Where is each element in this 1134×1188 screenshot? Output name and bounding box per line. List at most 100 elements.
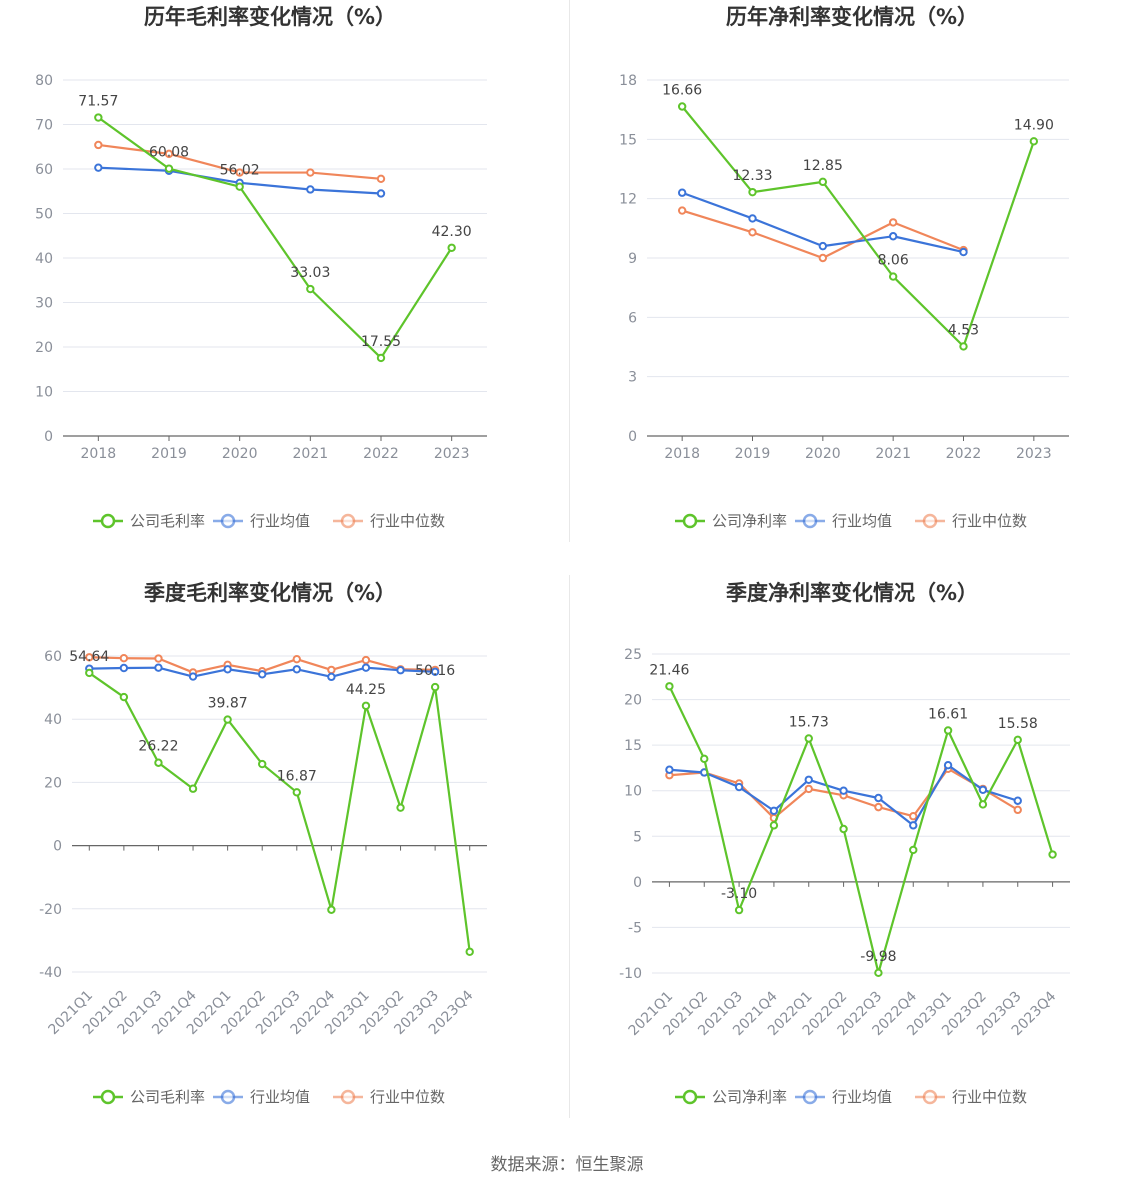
data-point-industry-median[interactable]	[748, 228, 757, 237]
data-point-company[interactable]	[164, 164, 174, 173]
data-point-industry-avg[interactable]	[376, 189, 386, 198]
data-point-industry-avg[interactable]	[396, 666, 405, 675]
data-point-industry-avg[interactable]	[119, 663, 129, 673]
data-point-company[interactable]	[943, 726, 953, 735]
data-point-industry-avg[interactable]	[888, 232, 898, 241]
data-point-company[interactable]	[154, 758, 163, 767]
data-point-company[interactable]	[818, 177, 828, 187]
data-point-industry-median[interactable]	[154, 654, 163, 663]
data-point-company[interactable]	[959, 342, 968, 351]
data-point-industry-median[interactable]	[874, 802, 883, 812]
data-point-industry-avg[interactable]	[327, 672, 336, 682]
data-point-industry-avg[interactable]	[306, 185, 315, 194]
data-point-company[interactable]	[1048, 850, 1057, 859]
data-point-industry-avg[interactable]	[804, 775, 813, 784]
data-point-company[interactable]	[258, 759, 267, 769]
data-point-industry-median[interactable]	[361, 655, 371, 665]
data-point-company[interactable]	[677, 102, 687, 111]
legend-item-industry-median[interactable]: 行业中位数	[333, 1088, 445, 1106]
data-point-company[interactable]	[361, 701, 371, 710]
data-point-company[interactable]	[376, 353, 386, 363]
data-point-company[interactable]	[306, 284, 315, 294]
data-point-company[interactable]	[327, 905, 336, 914]
data-point-industry-avg[interactable]	[361, 663, 371, 672]
legend-item-industry-avg[interactable]: 行业均值	[795, 1088, 892, 1106]
data-point-industry-median[interactable]	[677, 206, 687, 215]
x-tick-label: 2018	[81, 446, 117, 462]
data-point-industry-median[interactable]	[1013, 805, 1022, 815]
data-point-industry-avg[interactable]	[909, 821, 918, 830]
y-tick-label: -20	[39, 902, 62, 918]
data-point-company[interactable]	[396, 803, 405, 812]
data-point-company[interactable]	[235, 182, 244, 191]
data-point-industry-avg[interactable]	[959, 247, 968, 257]
data-point-company[interactable]	[734, 905, 744, 915]
data-point-company[interactable]	[223, 715, 232, 724]
data-point-industry-avg[interactable]	[818, 241, 828, 251]
data-point-industry-median[interactable]	[804, 784, 813, 794]
data-point-industry-avg[interactable]	[188, 672, 198, 681]
data-point-company[interactable]	[804, 734, 813, 743]
data-point-company[interactable]	[465, 947, 474, 956]
legend-label: 公司净利率	[712, 1088, 787, 1106]
data-point-industry-avg[interactable]	[94, 163, 103, 172]
legend-label: 公司毛利率	[130, 512, 205, 530]
data-point-company[interactable]	[700, 754, 709, 764]
data-point-company[interactable]	[1029, 137, 1039, 146]
data-point-industry-median[interactable]	[306, 168, 315, 177]
data-point-company[interactable]	[85, 668, 94, 678]
legend-item-industry-median[interactable]: 行业中位数	[915, 512, 1027, 530]
data-point-industry-median[interactable]	[119, 654, 129, 663]
data-point-company[interactable]	[769, 821, 779, 830]
data-point-company[interactable]	[292, 788, 301, 797]
data-point-company[interactable]	[874, 968, 883, 978]
legend-item-company[interactable]: 公司净利率	[675, 1088, 787, 1106]
data-label: 54.64	[69, 649, 109, 665]
data-point-industry-avg[interactable]	[943, 760, 953, 770]
legend-item-industry-median[interactable]: 行业中位数	[915, 1088, 1027, 1106]
data-point-company[interactable]	[888, 272, 898, 281]
data-point-company[interactable]	[1013, 735, 1022, 745]
legend-item-company[interactable]: 公司毛利率	[93, 512, 205, 530]
data-point-industry-avg[interactable]	[874, 793, 883, 803]
data-point-industry-avg[interactable]	[978, 785, 988, 795]
legend-item-industry-median[interactable]: 行业中位数	[333, 512, 445, 530]
data-point-company[interactable]	[188, 784, 198, 793]
data-point-industry-median[interactable]	[292, 654, 301, 664]
data-point-industry-median[interactable]	[235, 168, 244, 177]
data-point-company[interactable]	[748, 187, 757, 197]
data-point-industry-avg[interactable]	[677, 188, 687, 197]
data-point-industry-median[interactable]	[94, 140, 103, 150]
data-point-industry-median[interactable]	[888, 218, 898, 227]
data-point-industry-avg[interactable]	[258, 670, 267, 679]
data-point-industry-avg[interactable]	[665, 765, 674, 774]
data-point-industry-avg[interactable]	[1013, 796, 1022, 805]
data-point-industry-avg[interactable]	[839, 786, 848, 795]
data-point-industry-avg[interactable]	[734, 782, 744, 792]
data-point-industry-median[interactable]	[376, 174, 386, 183]
data-point-industry-avg[interactable]	[292, 665, 301, 674]
data-point-company[interactable]	[909, 845, 918, 855]
data-point-industry-median[interactable]	[327, 665, 336, 675]
data-point-company[interactable]	[119, 692, 129, 702]
data-point-industry-avg[interactable]	[223, 665, 232, 674]
data-point-company[interactable]	[839, 824, 848, 834]
data-point-industry-avg[interactable]	[154, 663, 163, 672]
data-point-company[interactable]	[94, 113, 103, 122]
data-point-industry-avg[interactable]	[430, 667, 440, 677]
data-point-company[interactable]	[978, 800, 988, 809]
data-point-industry-avg[interactable]	[748, 214, 757, 223]
legend-item-industry-avg[interactable]: 行业均值	[213, 512, 310, 530]
data-point-industry-median[interactable]	[164, 149, 174, 159]
data-point-company[interactable]	[430, 682, 440, 692]
data-point-industry-median[interactable]	[818, 253, 828, 263]
legend-item-company[interactable]: 公司毛利率	[93, 1088, 205, 1106]
data-point-company[interactable]	[665, 682, 674, 691]
data-point-industry-avg[interactable]	[769, 806, 779, 815]
legend-item-company[interactable]: 公司净利率	[675, 512, 787, 530]
data-point-company[interactable]	[447, 243, 456, 252]
legend-item-industry-avg[interactable]: 行业均值	[795, 512, 892, 530]
legend-item-industry-avg[interactable]: 行业均值	[213, 1088, 310, 1106]
data-point-industry-median[interactable]	[85, 653, 94, 662]
data-point-industry-median[interactable]	[909, 812, 918, 821]
